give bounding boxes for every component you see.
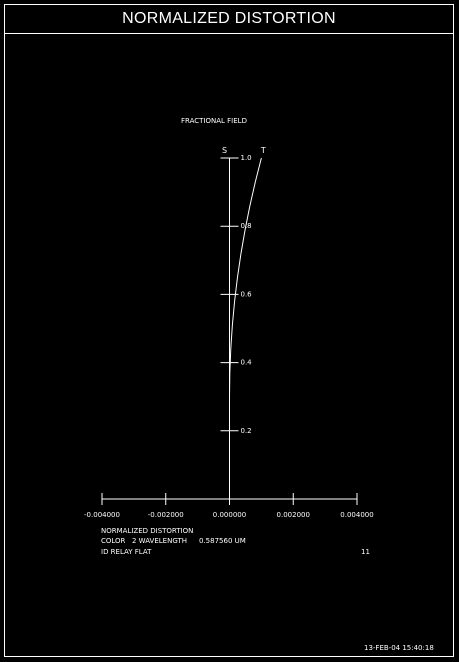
y-axis-label: FRACTIONAL FIELD (181, 117, 247, 125)
footer-wavelength-value: 0.587560 UM (199, 537, 246, 545)
footer-lens-id: ID RELAY FLAT (101, 548, 152, 556)
timestamp: 13-FEB-04 15:40:18 (364, 644, 434, 652)
distortion-curve (229, 157, 262, 397)
series-t-marker: T (260, 146, 266, 155)
footer-color-label: COLOR (101, 537, 126, 545)
footer-title: NORMALIZED DISTORTION (101, 527, 194, 535)
x-tick-label: 0.002000 (277, 511, 310, 519)
title-bar: NORMALIZED DISTORTION (4, 4, 454, 34)
y-tick-label: 0.4 (241, 359, 253, 367)
x-tick-label: -0.004000 (84, 511, 120, 519)
footer-wavelength-label: 2 WAVELENGTH (132, 537, 188, 545)
y-tick-label: 0.6 (241, 290, 253, 298)
y-tick-label: 0.2 (241, 427, 252, 435)
y-tick-label: 1.0 (241, 154, 252, 162)
page-number: 11 (361, 548, 370, 556)
series-s-marker: S (222, 146, 227, 155)
page-title: NORMALIZED DISTORTION (122, 9, 336, 27)
plot-frame (4, 4, 454, 657)
x-tick-label: 0.004000 (340, 511, 373, 519)
x-tick-label: -0.002000 (148, 511, 184, 519)
x-tick-label: 0.000000 (213, 511, 246, 519)
